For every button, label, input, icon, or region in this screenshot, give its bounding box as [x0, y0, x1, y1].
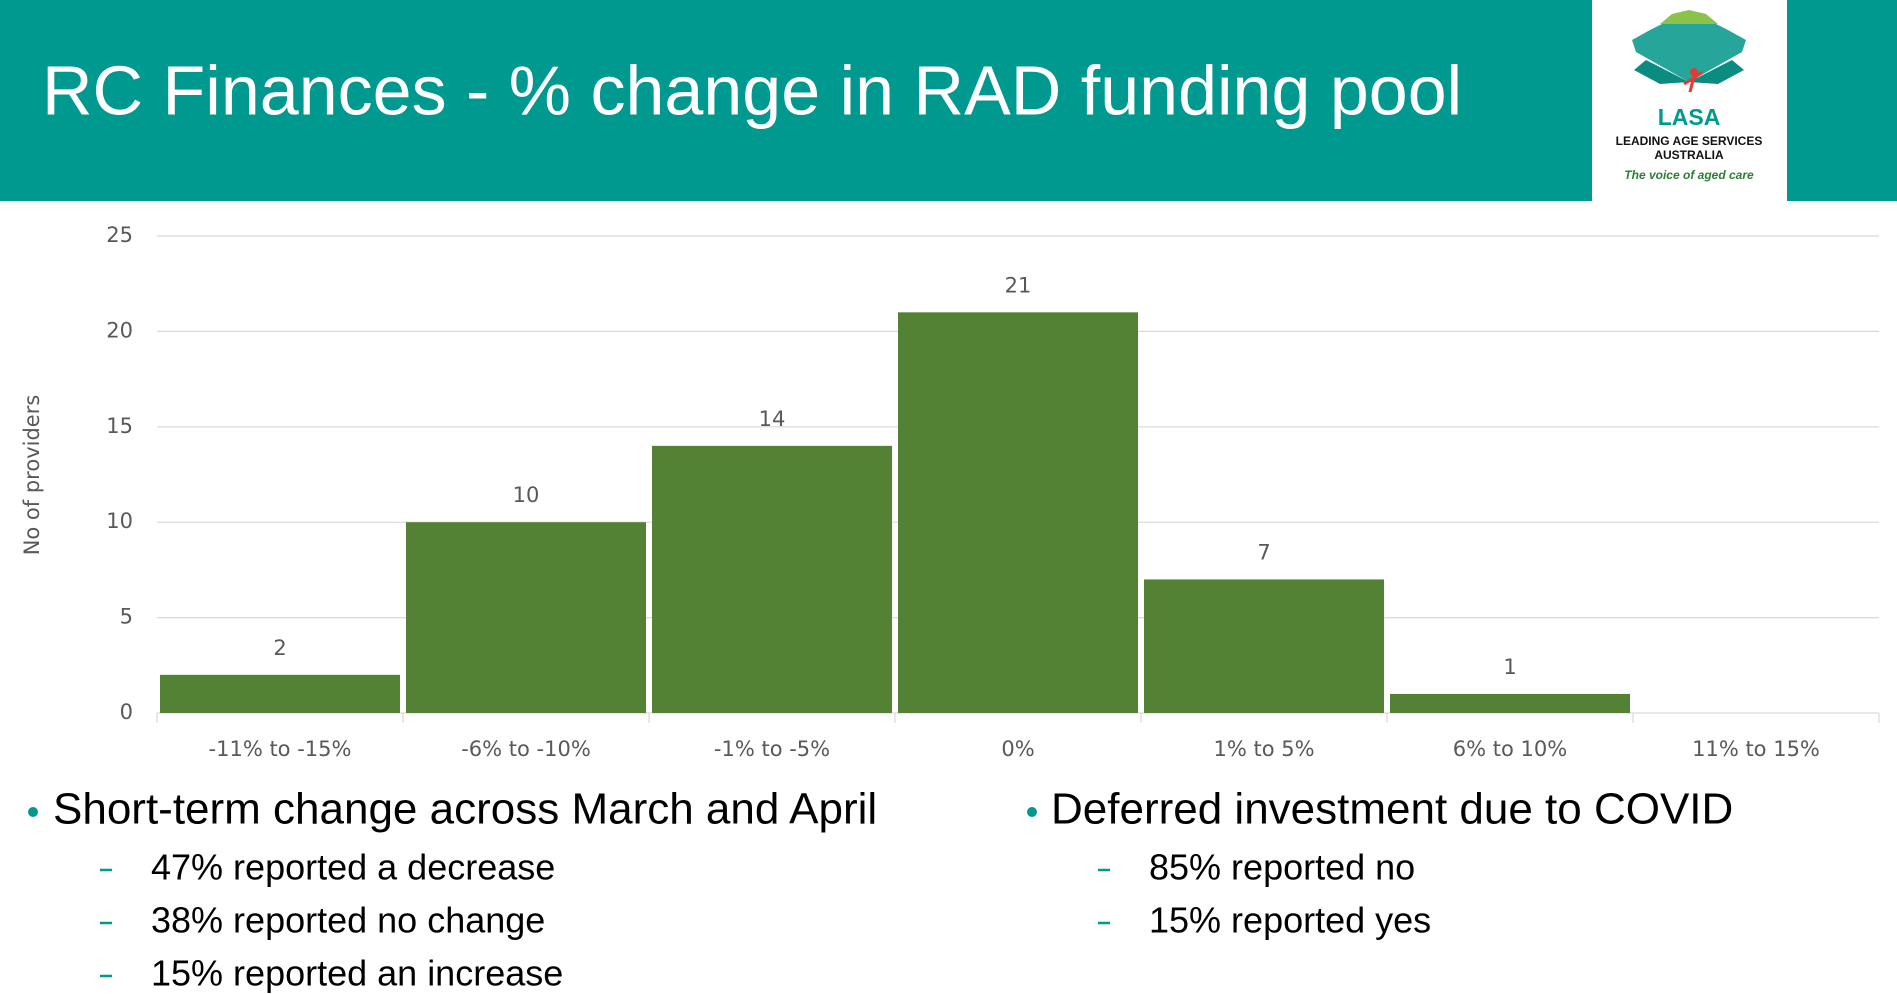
- y-tick-label: 10: [106, 509, 133, 533]
- logo-line: LEADING AGE SERVICES: [1616, 134, 1763, 148]
- value-label: 2: [273, 636, 286, 660]
- y-tick-label: 15: [106, 414, 133, 438]
- x-tick-label: -1% to -5%: [714, 737, 830, 761]
- sub-bullet-text: 47% reported a decrease: [151, 847, 555, 888]
- y-tick-label: 20: [106, 318, 133, 342]
- x-tick-label: 6% to 10%: [1453, 737, 1567, 761]
- logo-fan-lower: [1634, 60, 1744, 84]
- bullet-dot: [28, 807, 38, 817]
- y-tick-label: 0: [120, 700, 133, 724]
- x-tick-label: -6% to -10%: [461, 737, 591, 761]
- y-tick-label: 25: [106, 223, 133, 247]
- bar: [160, 674, 400, 713]
- slide-title: RC Finances - % change in RAD funding po…: [42, 51, 1462, 129]
- header-band: [0, 0, 1897, 201]
- logo: LASA LEADING AGE SERVICES AUSTRALIA The …: [1592, 0, 1787, 201]
- sub-bullet-text: 38% reported no change: [151, 900, 545, 941]
- y-axis-label: No of providers: [20, 395, 44, 556]
- logo-line: AUSTRALIA: [1654, 148, 1724, 162]
- bar: [1390, 693, 1630, 713]
- y-tick-label: 5: [120, 605, 133, 629]
- bar: [898, 312, 1138, 713]
- x-tick-label: 11% to 15%: [1692, 737, 1820, 761]
- bullet-dot: [1027, 807, 1037, 817]
- x-tick-label: -11% to -15%: [209, 737, 352, 761]
- x-tick-label: 0%: [1001, 737, 1034, 761]
- bullet-text: Short-term change across March and April: [53, 785, 877, 834]
- logo-figure-body: [1683, 70, 1703, 93]
- logo-name: LASA: [1658, 104, 1721, 130]
- header-band: [1787, 0, 1897, 201]
- bar: [1144, 579, 1384, 713]
- value-label: 14: [759, 407, 786, 431]
- value-label: 10: [513, 483, 540, 507]
- x-tick-label: 1% to 5%: [1213, 737, 1314, 761]
- sub-bullet-text: 15% reported yes: [1149, 900, 1431, 941]
- sub-bullet-text: 15% reported an increase: [151, 953, 563, 994]
- logo-fan: [1632, 18, 1746, 82]
- logo-fan-top: [1660, 10, 1718, 24]
- value-label: 7: [1257, 540, 1270, 564]
- value-label: 21: [1005, 273, 1032, 297]
- sub-bullet-text: 85% reported no: [1149, 847, 1415, 888]
- logo-figure: [1690, 68, 1698, 76]
- logo-tagline: The voice of aged care: [1624, 168, 1754, 182]
- bar: [406, 522, 646, 713]
- value-label: 1: [1503, 655, 1516, 679]
- bullet-text: Deferred investment due to COVID: [1051, 785, 1733, 834]
- bar: [652, 445, 892, 713]
